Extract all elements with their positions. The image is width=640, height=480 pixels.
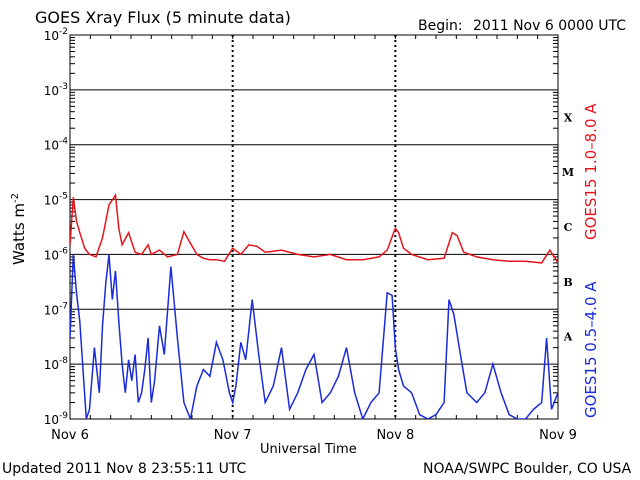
- chart-title: GOES Xray Flux (5 minute data): [35, 8, 291, 27]
- y-axis-label-exponent: -2: [10, 192, 21, 203]
- y-axis-label: Watts m-2: [8, 192, 28, 265]
- x-tick-label: Nov 6: [51, 428, 89, 443]
- y-tick-label: 10-2: [44, 27, 68, 43]
- flare-class-label: X: [564, 111, 573, 124]
- flare-class-label: A: [563, 331, 573, 344]
- begin-label: Begin:: [418, 18, 463, 34]
- series-line-long-channel: [70, 193, 558, 264]
- flare-class-label: C: [564, 221, 573, 234]
- series-line-short-channel: [70, 254, 558, 419]
- y-tick-label: 10-3: [44, 82, 68, 98]
- x-axis-label: Universal Time: [260, 442, 357, 457]
- y-tick-label: 10-9: [44, 411, 69, 427]
- legend-short-channel: GOES15 0.5–4.0 A: [582, 281, 600, 418]
- flare-class-label: B: [563, 276, 572, 289]
- y-tick-label: 10-5: [44, 192, 68, 208]
- flare-class-label: M: [562, 166, 574, 179]
- legend-long-channel: GOES15 1.0–8.0 A: [582, 103, 600, 240]
- y-tick-label: 10-4: [44, 137, 69, 153]
- updated-timestamp: Updated 2011 Nov 8 23:55:11 UTC: [2, 461, 247, 477]
- x-tick-label: Nov 7: [214, 428, 252, 443]
- y-axis-label-text: Watts m: [10, 202, 28, 265]
- y-tick-label: 10-7: [44, 301, 68, 317]
- credit-text: NOAA/SWPC Boulder, CO USA: [423, 461, 632, 477]
- begin-value: 2011 Nov 6 0000 UTC: [473, 18, 627, 34]
- x-tick-label: Nov 8: [376, 428, 414, 443]
- y-tick-label: 10-6: [44, 246, 69, 262]
- plot-frame: [69, 34, 559, 420]
- y-tick-label: 10-8: [44, 356, 69, 372]
- x-tick-label: Nov 9: [539, 428, 577, 443]
